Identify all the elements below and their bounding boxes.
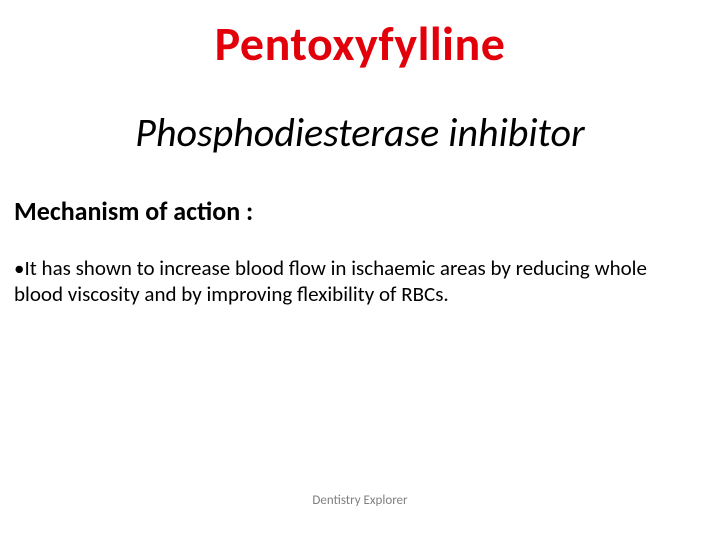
slide-subtitle: Phosphodiesterase inhibitor: [0, 108, 720, 157]
body-text: •It has shown to increase blood flow in …: [14, 255, 690, 308]
section-heading: Mechanism of action :: [14, 195, 253, 227]
slide-title: Pentoxyfylline: [0, 14, 720, 73]
slide-footer: Dentistry Explorer: [0, 493, 720, 508]
slide: Pentoxyfylline Phosphodiesterase inhibit…: [0, 0, 720, 540]
